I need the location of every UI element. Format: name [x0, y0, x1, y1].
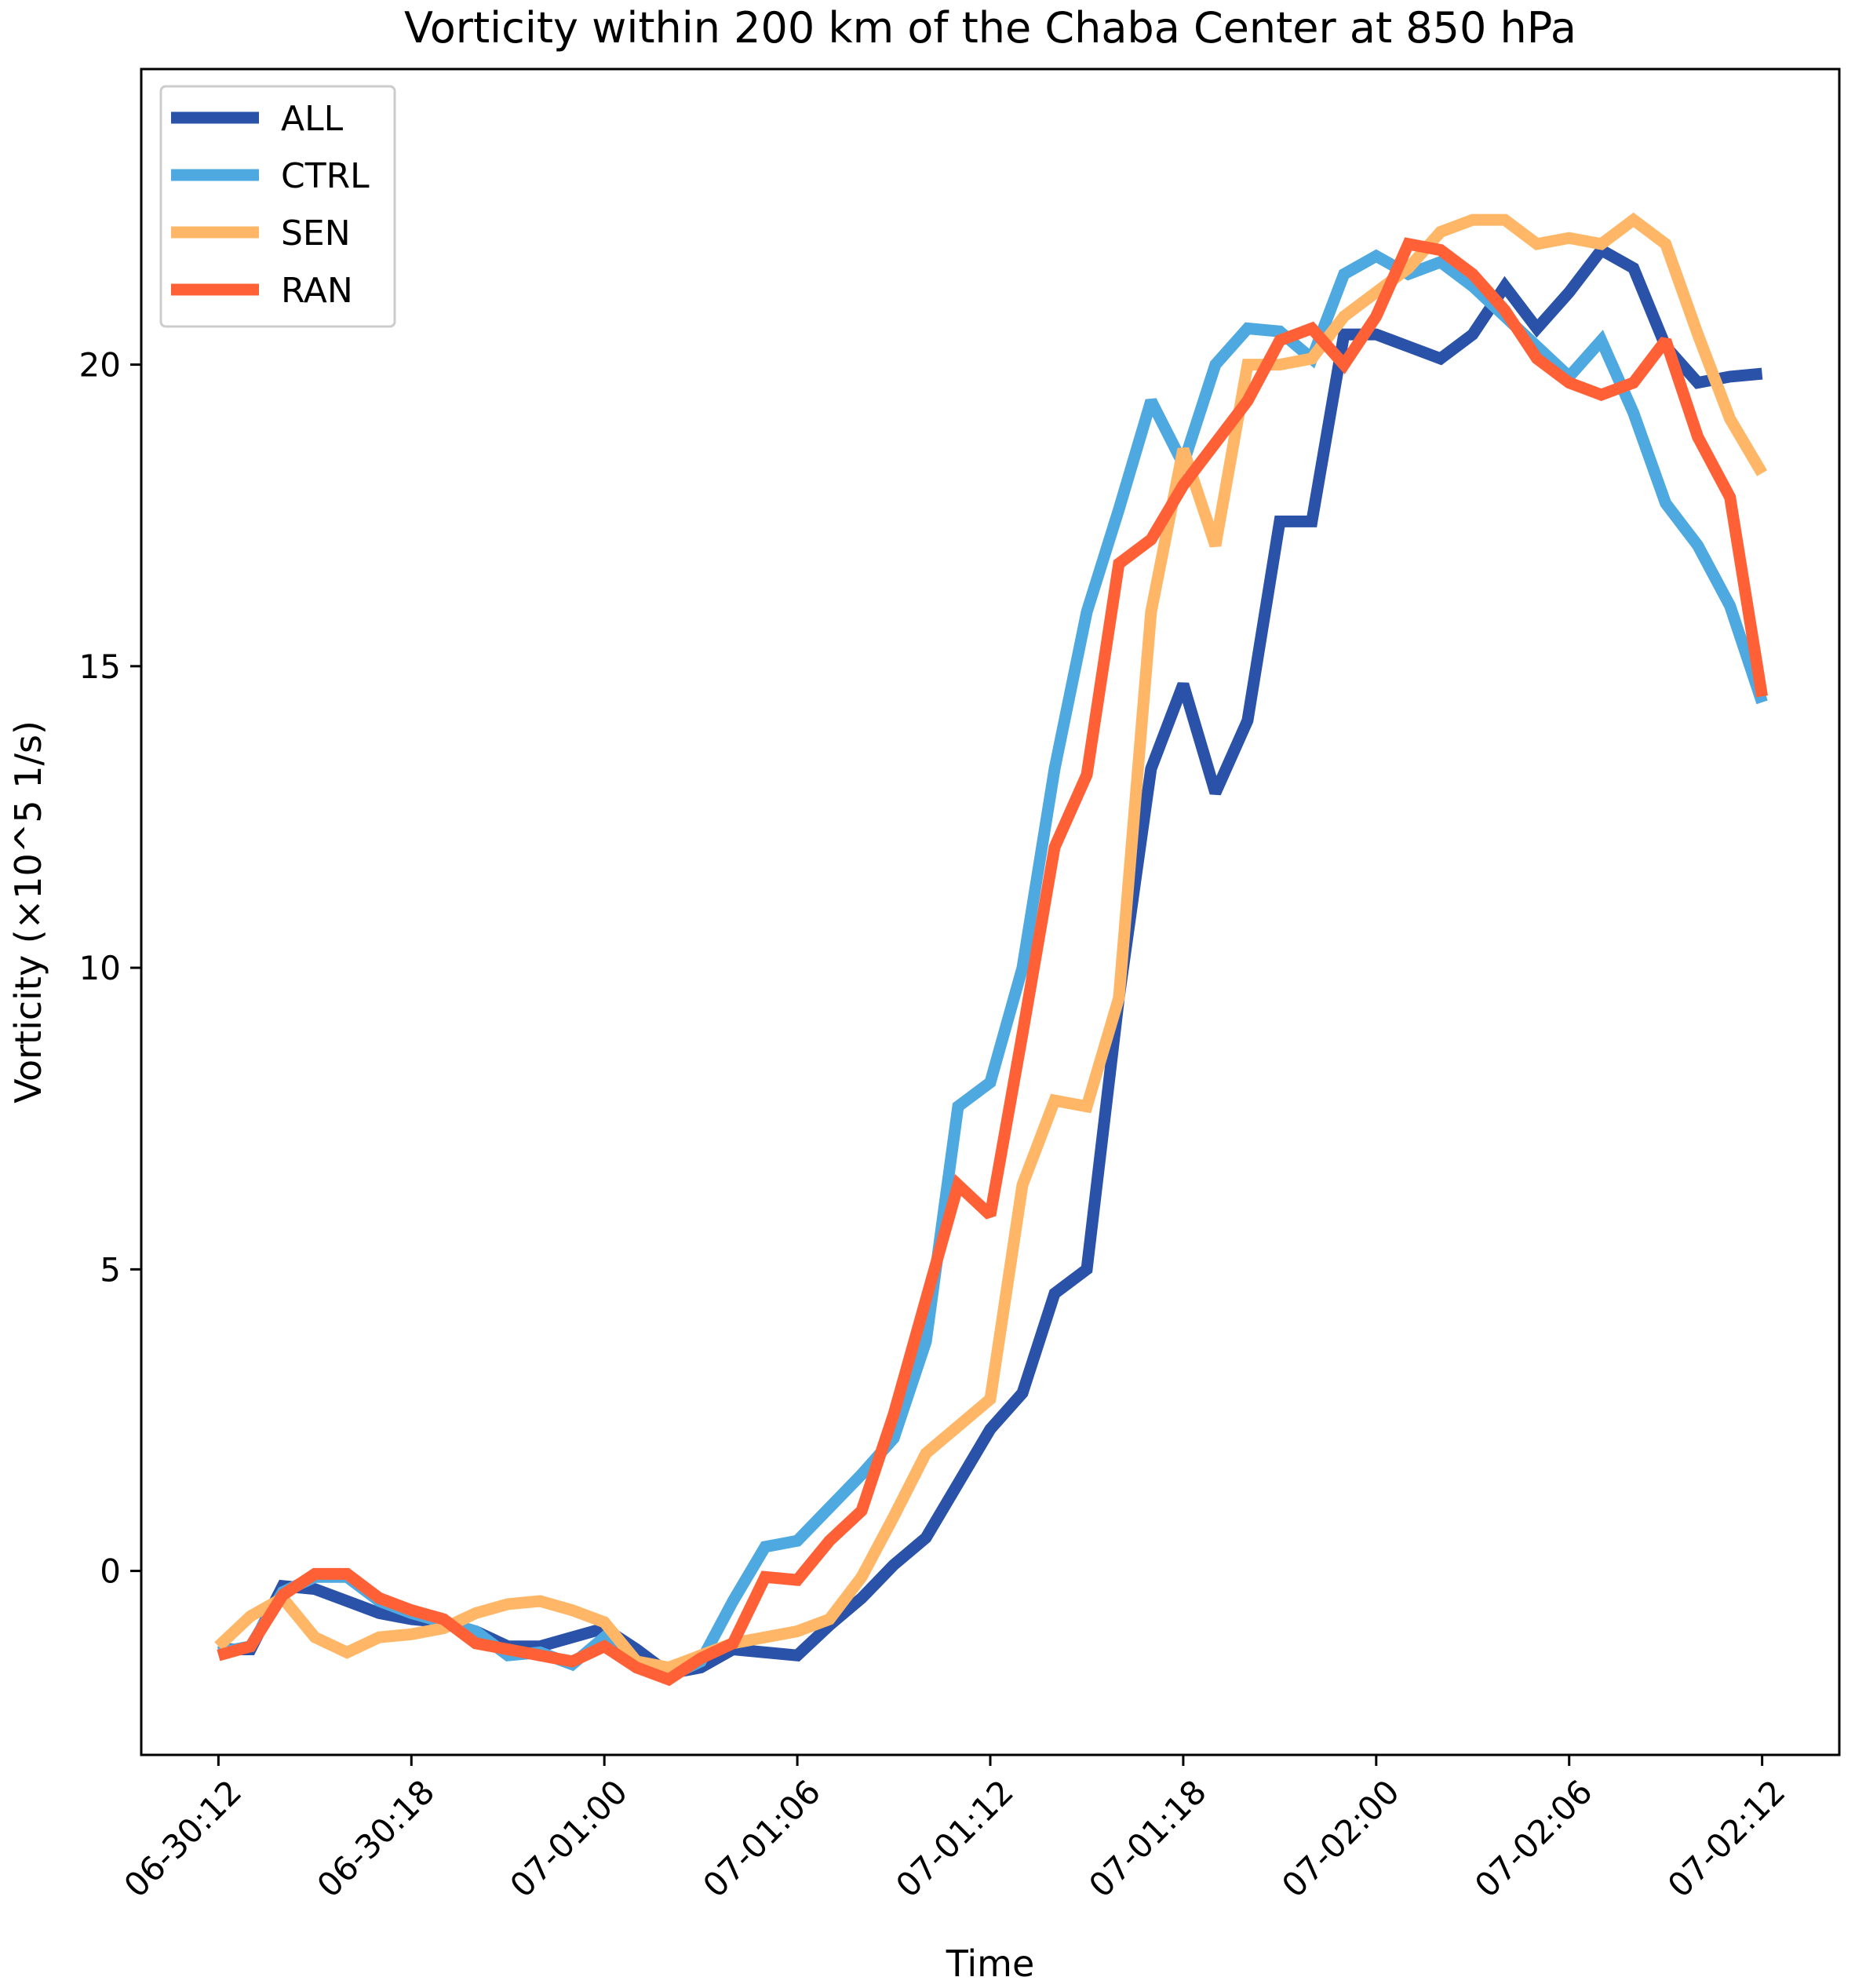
chart-title: Vorticity within 200 km of the Chaba Cen… — [404, 3, 1576, 53]
legend-label-ctrl: CTRL — [281, 156, 370, 196]
legend-label-sen: SEN — [281, 213, 351, 254]
x-axis-label: Time — [946, 1942, 1035, 1985]
series-layer — [214, 212, 1769, 1687]
series-line-ran — [217, 237, 1769, 1687]
legend-box — [159, 85, 396, 328]
legend: ALL CTRL SEN RAN — [159, 85, 396, 328]
legend-label-all: ALL — [281, 99, 344, 139]
y-tick-label: 20 — [79, 346, 121, 385]
y-tick-label: 0 — [100, 1552, 121, 1591]
legend-label-ran: RAN — [281, 271, 353, 311]
y-tick-label: 10 — [79, 949, 121, 987]
y-tick-label: 15 — [79, 647, 121, 686]
series-line-sen — [214, 212, 1768, 1674]
y-tick-label: 5 — [100, 1250, 121, 1289]
y-axis-label: Vorticity (×10^5 1/s) — [7, 720, 49, 1103]
y-axis: 0 5 10 15 20 — [79, 346, 141, 1591]
